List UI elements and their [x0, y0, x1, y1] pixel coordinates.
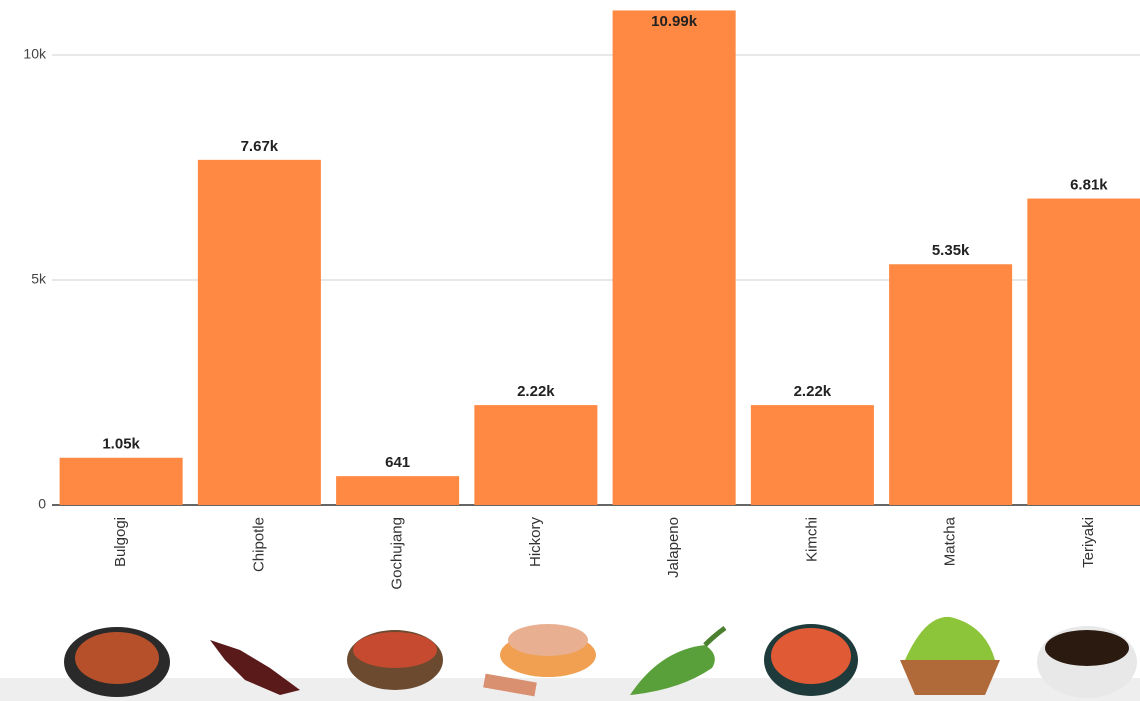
bar [612, 10, 736, 505]
food-icons [64, 616, 1137, 698]
x-tick-label: Gochujang [389, 517, 406, 590]
value-label: 1.05k [102, 436, 140, 453]
y-tick-label: 0 [38, 496, 46, 512]
x-tick-label: Teriyaki [1080, 517, 1097, 568]
icon-hickory-wood [483, 673, 537, 697]
bar [336, 476, 460, 505]
bar [1027, 198, 1140, 506]
bar [889, 264, 1013, 505]
icon-jalapeno [630, 645, 715, 695]
value-label: 2.22k [794, 383, 832, 400]
icon-matcha-food [905, 616, 995, 660]
x-tick-label: Matcha [942, 516, 959, 566]
x-tick-label: Bulgogi [112, 517, 129, 567]
x-tick-label: Hickory [527, 517, 544, 568]
bar [59, 457, 183, 505]
icon-teriyaki-food [1045, 630, 1129, 666]
value-label: 7.67k [241, 138, 279, 155]
value-label: 641 [385, 454, 410, 471]
bar [750, 405, 874, 505]
icon-gochujang-food [353, 632, 437, 668]
x-tick-label: Kimchi [803, 517, 820, 562]
icon-hickory-food [508, 624, 588, 656]
value-label: 5.35k [932, 242, 970, 259]
icon-kimchi-food [771, 628, 851, 684]
value-label: 6.81k [1070, 177, 1108, 194]
value-label: 10.99k [651, 13, 698, 30]
y-tick-label: 10k [23, 46, 47, 62]
value-label: 2.22k [517, 383, 555, 400]
x-tick-label: Chipotle [250, 517, 267, 572]
icon-matcha [900, 660, 1000, 695]
y-tick-label: 5k [31, 271, 47, 287]
icon-bulgogi-food [75, 632, 159, 684]
bar [474, 405, 598, 505]
icon-jalapeno-stem [703, 625, 727, 647]
icon-chipotle [210, 640, 300, 695]
bar [197, 159, 321, 505]
x-tick-label: Jalapeno [665, 517, 682, 578]
